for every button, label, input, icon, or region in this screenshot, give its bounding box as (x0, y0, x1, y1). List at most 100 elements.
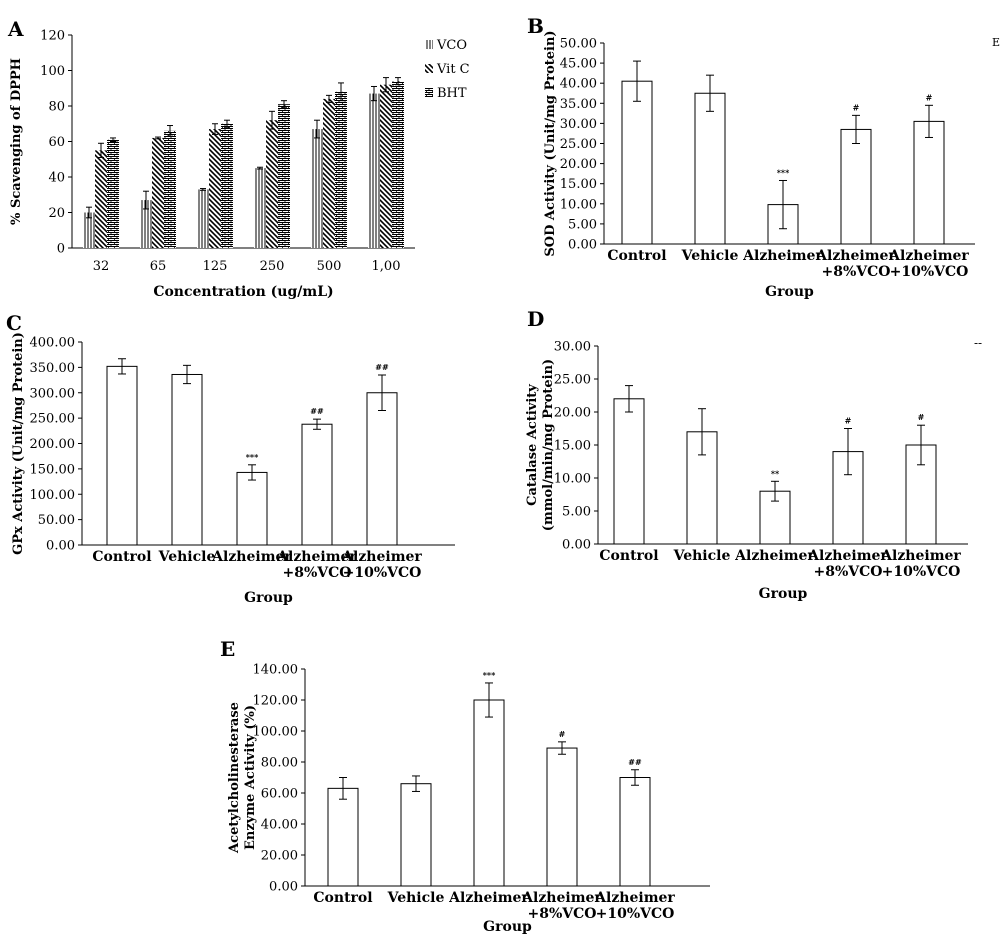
y-tick-label: 300.00 (30, 386, 76, 401)
x-tick-label: +8%VCO (814, 564, 883, 580)
y-tick-label: 60 (48, 135, 65, 150)
y-tick-label: 15.00 (560, 177, 597, 192)
significance-mark: ** (771, 468, 780, 478)
x-tick-label: Alzheimer (734, 548, 815, 564)
x-tick-label: Alzheimer (815, 248, 896, 264)
x-tick-label: Alzheimer (742, 248, 823, 264)
legend-label: VCO (436, 38, 467, 53)
bar (209, 129, 221, 248)
significance-mark: ## (628, 757, 642, 767)
x-tick-label: Alzheimer (888, 248, 969, 264)
y-tick-label: 350.00 (30, 361, 76, 376)
chart-panel-e: E 0.00 20.00 40.00 60.00 80.00 100.00 120.00 140… (220, 637, 710, 935)
x-tick-label: 125 (203, 259, 228, 274)
significance-mark: *** (483, 670, 496, 680)
y-tick-label: 140.00 (253, 663, 299, 678)
bar (107, 139, 119, 248)
y-axis-label: GPx Activity (Unit/mg Protein) (11, 332, 26, 555)
y-axis-label: Enzyme Activity (%) (243, 705, 258, 850)
x-tick-label: +8%VCO (528, 906, 597, 922)
bar (400, 783, 432, 887)
bar (913, 120, 945, 245)
bar (327, 787, 359, 887)
y-tick-label: 15.00 (554, 439, 591, 454)
bar (140, 200, 152, 248)
bar (171, 373, 203, 546)
y-tick-label: 35.00 (560, 97, 597, 112)
y-tick-label: 60.00 (261, 787, 298, 802)
x-tick-label: Alzheimer (276, 549, 357, 565)
x-tick-label: +10%VCO (343, 565, 422, 581)
bar (323, 98, 335, 249)
significance-mark: *** (777, 167, 790, 177)
y-axis-label: SOD Activity (Unit/mg Protein) (543, 30, 558, 256)
y-tick-label: 80 (48, 100, 65, 115)
bar (301, 423, 333, 546)
x-tick-label: Vehicle (158, 549, 216, 565)
bar (473, 699, 505, 887)
x-tick-label: +8%VCO (283, 565, 352, 581)
x-tick-label: 250 (260, 259, 285, 274)
stray-mark-right-mid: -- (974, 336, 983, 350)
y-tick-label: 25.00 (560, 137, 597, 152)
y-tick-label: 50.00 (38, 513, 75, 528)
panel-label: C (6, 311, 22, 335)
y-axis-label: % Scavenging of DPPH (9, 58, 24, 225)
significance-mark: # (918, 412, 925, 422)
y-tick-label: 100.00 (30, 488, 76, 503)
x-tick-label: Control (313, 890, 372, 906)
y-tick-label: 0.00 (269, 880, 298, 895)
y-tick-label: 5.00 (562, 505, 591, 520)
bar (152, 137, 164, 248)
legend-swatch (425, 40, 433, 49)
y-tick-label: 25.00 (554, 373, 591, 388)
y-tick-label: 45.00 (560, 57, 597, 72)
bar (83, 212, 95, 248)
legend-label: Vit C (436, 62, 470, 77)
y-tick-label: 40 (48, 171, 65, 186)
y-tick-label: 40.00 (261, 818, 298, 833)
x-tick-label: +10%VCO (596, 906, 675, 922)
bar (197, 189, 209, 248)
panel-label: B (527, 14, 544, 38)
x-tick-label: Control (599, 548, 658, 564)
y-tick-label: 0.00 (568, 238, 597, 253)
significance-mark: ## (310, 406, 324, 416)
x-tick-label: Alzheimer (594, 890, 675, 906)
x-tick-label: +10%VCO (890, 264, 969, 280)
legend-swatch (425, 88, 433, 97)
legend-label: BHT (437, 86, 467, 101)
x-tick-label: Alzheimer (341, 549, 422, 565)
significance-mark: # (559, 729, 566, 739)
x-tick-label: Control (92, 549, 151, 565)
y-axis-label: Catalase Activity (525, 384, 540, 506)
panel-label: D (527, 307, 544, 331)
bar (278, 104, 290, 248)
x-tick-label: 500 (317, 259, 342, 274)
y-tick-label: 5.00 (568, 217, 597, 232)
x-tick-label: Vehicle (673, 548, 731, 564)
y-tick-label: 20.00 (261, 849, 298, 864)
x-tick-label: Alzheimer (521, 890, 602, 906)
chart-panel-b: B 0.00 5.00 10.00 15.00 20.00 25.00 30.00 35.00 4… (527, 14, 975, 300)
bar (311, 129, 323, 248)
bar (619, 777, 651, 887)
bar (106, 365, 138, 546)
x-tick-label: Alzheimer (880, 548, 961, 564)
bar (392, 81, 404, 249)
panel-label: A (7, 17, 24, 41)
legend-swatch (425, 64, 433, 73)
bar (266, 120, 278, 248)
bar (840, 128, 872, 245)
chart-panel-c: C 0.00 50.00 100.00 150.00 200.00 250.00 300.00… (6, 311, 455, 606)
x-axis-label: Group (483, 919, 532, 935)
significance-mark: ## (375, 362, 389, 372)
bar (335, 91, 347, 248)
x-tick-label: 1,00 (372, 259, 401, 274)
y-tick-label: 20 (48, 206, 65, 221)
y-tick-label: 100 (40, 64, 65, 79)
y-tick-label: 120.00 (253, 694, 299, 709)
chart-panel-d: D 0.00 5.00 10.00 15.00 20.00 25.00 30.00 Catala… (525, 307, 968, 602)
y-tick-label: 50.00 (560, 37, 597, 52)
